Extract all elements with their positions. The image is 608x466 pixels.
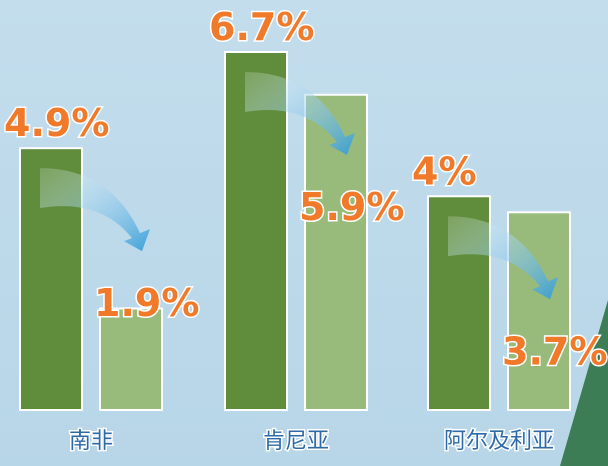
x-tick-label: 阿尔及利亚 — [444, 429, 554, 454]
x-tick-label: 南非 — [69, 429, 113, 454]
value-label: 5.9% — [299, 185, 404, 229]
value-label: 1.9% — [94, 281, 199, 325]
value-label: 6.7% — [209, 5, 314, 49]
x-tick-label: 肯尼亚 — [263, 429, 329, 454]
value-label: 4.9% — [4, 101, 109, 145]
value-label: 3.7% — [502, 329, 607, 373]
chart: 4.9% 1.9% 南非 6.7% 5.9% 肯尼亚 4% 3.7% 阿尔及利亚 — [0, 0, 608, 466]
value-label: 4% — [412, 149, 477, 193]
bar — [305, 95, 367, 410]
